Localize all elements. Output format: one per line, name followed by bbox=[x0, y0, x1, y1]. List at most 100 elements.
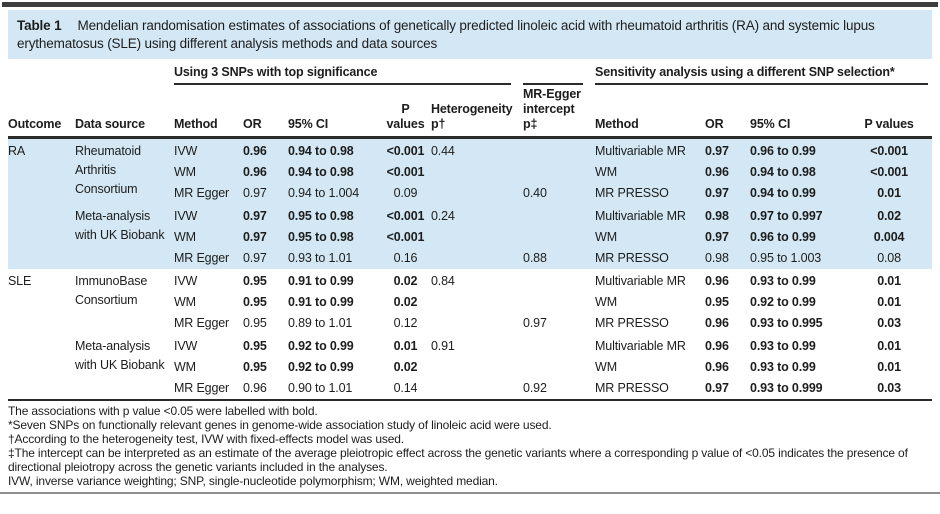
cell-outcome: SLE bbox=[8, 274, 32, 288]
col-sens-method: Method bbox=[595, 85, 706, 139]
cell-method: WM bbox=[174, 165, 196, 179]
group-header-primary: Using 3 SNPs with top significance bbox=[174, 61, 523, 85]
cell-sens-method: Multivariable MR bbox=[595, 209, 686, 223]
cell-sens-p-value: 0.02 bbox=[877, 209, 901, 223]
cell-data-source: Meta-analysis with UK Biobank bbox=[75, 209, 165, 242]
cell-p-value: <0.001 bbox=[386, 209, 425, 223]
table-body: RA Rheumatoid Arthritis Consortium IVW 0.96… bbox=[8, 137, 933, 399]
cell-p-value: 0.09 bbox=[393, 186, 418, 200]
cell-sens-method: MR PRESSO bbox=[595, 251, 669, 265]
cell-sens-p-value: <0.001 bbox=[870, 165, 908, 179]
cell-p-value: 0.16 bbox=[393, 251, 418, 265]
cell-ci: 0.95 to 0.98 bbox=[288, 230, 354, 244]
footnote-double-dagger: ‡The intercept can be interpreted as an … bbox=[8, 446, 908, 474]
cell-heterogeneity-p bbox=[431, 292, 523, 313]
cell-sens-or: 0.96 bbox=[705, 274, 729, 288]
caption-text: Mendelian randomisation estimates of ass… bbox=[17, 18, 875, 51]
cell-method: MR Egger bbox=[174, 186, 230, 200]
cell-heterogeneity-p: 0.91 bbox=[431, 339, 455, 353]
footnote-bold-note: The associations with p value <0.05 were… bbox=[8, 404, 318, 418]
cell-sens-or: 0.98 bbox=[705, 251, 729, 265]
cell-heterogeneity-p: 0.84 bbox=[431, 274, 455, 288]
cell-sens-or: 0.98 bbox=[705, 209, 729, 223]
caption-label: Table 1 bbox=[17, 18, 62, 33]
cell-mr-egger-intercept-p: 0.97 bbox=[523, 316, 547, 330]
cell-ci: 0.91 to 0.99 bbox=[288, 295, 354, 309]
group-header-sensitivity: Sensitivity analysis using a different S… bbox=[595, 61, 932, 85]
cell-sens-method: Multivariable MR bbox=[595, 144, 686, 158]
cell-sens-or: 0.97 bbox=[705, 381, 729, 395]
cell-sens-method: MR PRESSO bbox=[595, 381, 669, 395]
cell-heterogeneity-p bbox=[431, 313, 523, 334]
cell-sens-ci: 0.94 to 0.99 bbox=[750, 186, 816, 200]
cell-sens-ci: 0.93 to 0.99 bbox=[750, 360, 816, 374]
bottom-rule bbox=[0, 492, 940, 494]
cell-sens-p-value: <0.001 bbox=[870, 144, 908, 158]
col-data-source: Data source bbox=[75, 85, 174, 139]
cell-mr-egger-intercept-p bbox=[523, 357, 595, 378]
cell-sens-ci: 0.93 to 0.995 bbox=[750, 316, 823, 330]
cell-sens-p-value: 0.01 bbox=[877, 186, 901, 200]
footnote-dagger: †According to the heterogeneity test, IV… bbox=[8, 432, 404, 446]
cell-ci: 0.92 to 0.99 bbox=[288, 339, 354, 353]
col-outcome: Outcome bbox=[8, 85, 75, 139]
cell-mr-egger-intercept-p bbox=[523, 227, 595, 248]
col-mr-egger-intercept-p: MR-Egger intercept p‡ bbox=[523, 85, 596, 139]
cell-sens-ci: 0.93 to 0.99 bbox=[750, 339, 816, 353]
footnote-asterisk: *Seven SNPs on functionally relevant gen… bbox=[8, 418, 552, 432]
group-header-spacer bbox=[8, 61, 174, 85]
short-rule bbox=[523, 75, 584, 85]
cell-or: 0.95 bbox=[243, 274, 267, 288]
cell-mr-egger-intercept-p bbox=[523, 269, 595, 292]
cell-or: 0.95 bbox=[243, 316, 267, 330]
group-header-egger-rule bbox=[523, 61, 595, 85]
cell-sens-p-value: 0.01 bbox=[877, 339, 901, 353]
cell-sens-p-value: 0.01 bbox=[877, 295, 901, 309]
cell-sens-method: WM bbox=[595, 230, 617, 244]
cell-mr-egger-intercept-p bbox=[523, 334, 595, 357]
cell-method: WM bbox=[174, 295, 196, 309]
table-row: MR Egger 0.97 0.93 to 1.01 0.16 0.88 MR PRESS… bbox=[8, 248, 933, 269]
cell-heterogeneity-p bbox=[431, 357, 523, 378]
col-method: Method bbox=[174, 85, 243, 139]
cell-method: IVW bbox=[174, 209, 198, 223]
cell-heterogeneity-p bbox=[431, 162, 523, 183]
cell-p-value: 0.01 bbox=[393, 339, 418, 353]
cell-method: IVW bbox=[174, 339, 198, 353]
cell-or: 0.96 bbox=[243, 381, 267, 395]
col-sens-or: OR bbox=[705, 85, 751, 139]
cell-p-value: 0.12 bbox=[393, 316, 418, 330]
cell-sens-or: 0.96 bbox=[705, 339, 729, 353]
group-header-row: Using 3 SNPs with top significance Sensi… bbox=[8, 61, 932, 85]
cell-method: WM bbox=[174, 360, 196, 374]
cell-sens-method: WM bbox=[595, 165, 617, 179]
cell-sens-method: MR PRESSO bbox=[595, 316, 669, 330]
cell-ci: 0.89 to 1.01 bbox=[288, 316, 353, 330]
cell-data-source: Meta-analysis with UK Biobank bbox=[75, 339, 165, 372]
footnote-abbreviations: IVW, inverse variance weighting; SNP, si… bbox=[8, 474, 498, 488]
column-header-row: Outcome Data source Method OR 95% CI P v… bbox=[8, 85, 933, 139]
cell-sens-ci: 0.93 to 0.999 bbox=[750, 381, 823, 395]
cell-ci: 0.95 to 0.98 bbox=[288, 209, 354, 223]
mr-estimates-table: Using 3 SNPs with top significance Sensi… bbox=[8, 61, 933, 399]
cell-sens-ci: 0.92 to 0.99 bbox=[750, 295, 816, 309]
table-row: MR Egger 0.95 0.89 to 1.01 0.12 0.97 MR PRESS… bbox=[8, 313, 933, 334]
cell-p-value: 0.02 bbox=[393, 360, 418, 374]
col-or: OR bbox=[243, 85, 288, 139]
cell-p-value: <0.001 bbox=[386, 230, 425, 244]
table-row: SLE ImmunoBase Consortium IVW 0.95 0.91 to 0… bbox=[8, 269, 933, 307]
cell-sens-ci: 0.96 to 0.99 bbox=[750, 144, 816, 158]
cell-sens-or: 0.95 bbox=[705, 295, 729, 309]
cell-mr-egger-intercept-p: 0.40 bbox=[523, 186, 547, 200]
cell-method: IVW bbox=[174, 274, 198, 288]
cell-sens-ci: 0.94 to 0.98 bbox=[750, 165, 816, 179]
cell-sens-method: Multivariable MR bbox=[595, 339, 686, 353]
table-row: WM 0.96 0.94 to 0.98 <0.001 WM 0.96 0.94 to 0.… bbox=[8, 162, 933, 183]
table-row: WM 0.97 0.95 to 0.98 <0.001 WM 0.97 0.96 to 0.… bbox=[8, 227, 933, 248]
cell-p-value: <0.001 bbox=[386, 165, 425, 179]
col-ci: 95% CI bbox=[288, 85, 384, 139]
cell-sens-p-value: 0.03 bbox=[877, 381, 901, 395]
cell-sens-p-value: 0.004 bbox=[873, 230, 905, 244]
cell-or: 0.97 bbox=[243, 209, 267, 223]
